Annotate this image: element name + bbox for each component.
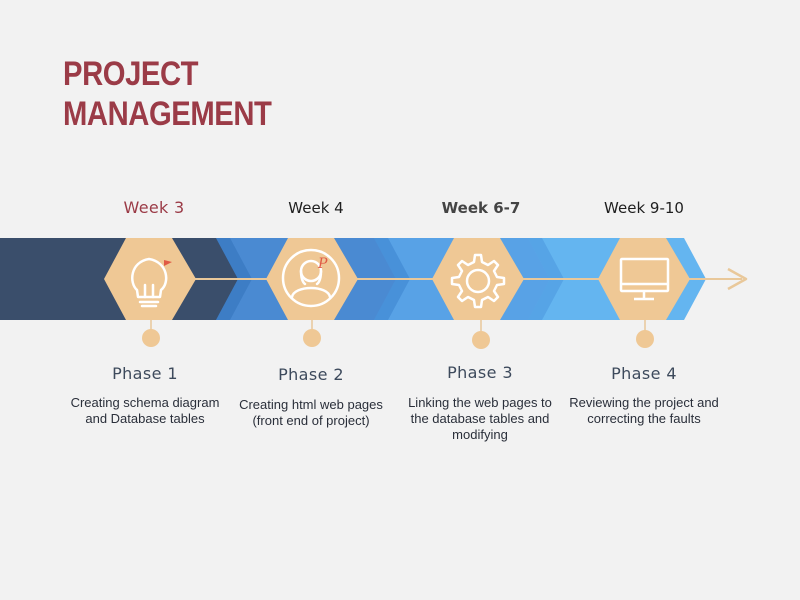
phase-description-4: Reviewing the project and correcting the… <box>569 395 719 426</box>
phase-label-2: Phase 2 <box>278 365 344 384</box>
lightbulb-icon <box>131 257 168 308</box>
phase-description-2: Creating html web pages (front end of pr… <box>239 397 383 428</box>
milestone-hexagon-1 <box>104 238 196 320</box>
phase-label-1: Phase 1 <box>112 364 178 383</box>
connector-1 <box>142 320 160 347</box>
connector-3 <box>472 320 490 349</box>
milestone-hexagon-4 <box>598 238 690 320</box>
title-line-2: MANAGEMENT <box>63 95 272 133</box>
phase-description-3: Linking the web pages to the database ta… <box>408 395 552 442</box>
milestone-hexagon-2: P <box>266 238 358 320</box>
phase-label-3: Phase 3 <box>447 363 513 382</box>
phase-label-4: Phase 4 <box>611 364 677 383</box>
page-title: PROJECT MANAGEMENT <box>63 54 272 134</box>
monitor-icon <box>619 257 670 301</box>
timeline-arrow-head <box>727 267 748 291</box>
connector-4 <box>636 320 654 348</box>
overlay-mark-icon: P <box>317 256 328 272</box>
phase-description-1: Creating schema diagram and Database tab… <box>70 395 220 426</box>
week-label-1: Week 3 <box>123 198 185 217</box>
gear-icon <box>450 253 506 309</box>
title-line-1: PROJECT <box>63 55 199 93</box>
connector-2 <box>303 320 321 347</box>
milestone-hexagon-3 <box>432 238 524 320</box>
person-icon <box>281 248 341 308</box>
week-label-4: Week 9-10 <box>604 199 684 217</box>
week-label-2: Week 4 <box>288 199 344 217</box>
logo-mark-icon <box>164 260 172 266</box>
week-label-3: Week 6-7 <box>441 199 521 217</box>
